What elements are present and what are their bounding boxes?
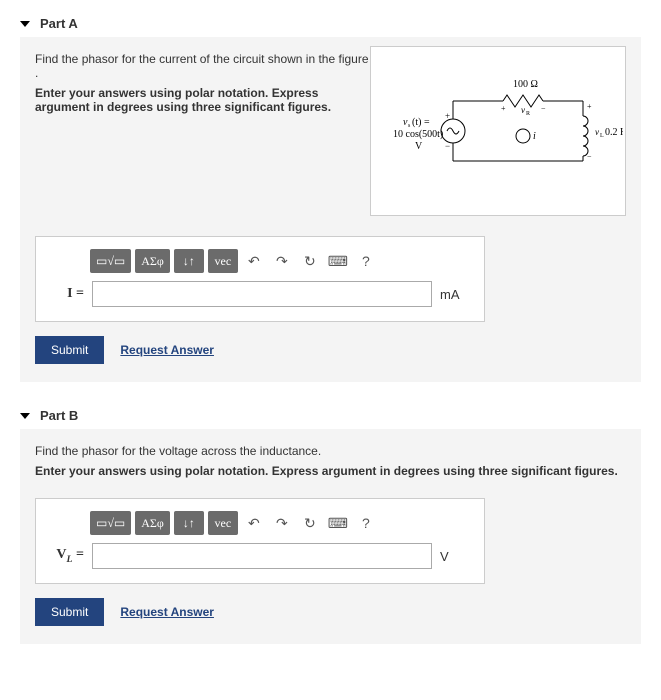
part-b-input[interactable] [92, 543, 432, 569]
vec-button[interactable]: vec [208, 511, 238, 535]
svg-text:L: L [600, 133, 604, 139]
help-icon[interactable]: ? [354, 511, 378, 535]
part-a-variable: I = [50, 286, 84, 302]
svg-text:−: − [541, 104, 546, 113]
part-a-unit: mA [440, 287, 470, 302]
part-b-answer-box: ▭√▭ ΑΣφ ↓↑ vec ↶ ↷ ↻ ⌨ ? VL = V [35, 498, 485, 584]
submit-button-b[interactable]: Submit [35, 598, 104, 626]
inductor-label: 0.2 H [605, 127, 623, 138]
svg-text:V: V [415, 141, 423, 152]
template-button[interactable]: ▭√▭ [90, 511, 131, 535]
svg-text:v: v [595, 127, 599, 137]
reset-icon[interactable]: ↻ [298, 511, 322, 535]
svg-text:v: v [521, 105, 525, 115]
keyboard-icon[interactable]: ⌨ [326, 511, 350, 535]
toolbar-a: ▭√▭ ΑΣφ ↓↑ vec ↶ ↷ ↻ ⌨ ? [90, 249, 470, 273]
svg-text:+: + [445, 111, 450, 121]
submit-button-a[interactable]: Submit [35, 336, 104, 364]
resistor-label: 100 Ω [513, 79, 538, 90]
part-b-title: Part B [40, 408, 78, 423]
svg-text:−: − [587, 152, 592, 161]
part-b-variable: VL = [50, 547, 84, 565]
part-a-header[interactable]: Part A [20, 10, 641, 37]
part-a-input[interactable] [92, 281, 432, 307]
greek-button[interactable]: ΑΣφ [135, 249, 170, 273]
part-a-instruction: Enter your answers using polar notation.… [35, 86, 335, 114]
svg-text:+: + [501, 104, 506, 113]
subsup-button[interactable]: ↓↑ [174, 511, 204, 535]
redo-icon[interactable]: ↷ [270, 249, 294, 273]
part-b-instruction: Enter your answers using polar notation.… [35, 464, 626, 478]
svg-text:i: i [533, 131, 536, 142]
redo-icon[interactable]: ↷ [270, 511, 294, 535]
keyboard-icon[interactable]: ⌨ [326, 249, 350, 273]
part-b-prompt: Find the phasor for the voltage across t… [35, 444, 626, 458]
svg-text:+: + [587, 102, 592, 111]
part-a-prompt: Find the phasor for the current of the c… [35, 52, 370, 80]
part-b-header[interactable]: Part B [20, 402, 641, 429]
subsup-button[interactable]: ↓↑ [174, 249, 204, 273]
svg-text:−: − [445, 141, 450, 151]
undo-icon[interactable]: ↶ [242, 511, 266, 535]
help-icon[interactable]: ? [354, 249, 378, 273]
part-b-unit: V [440, 549, 470, 564]
reset-icon[interactable]: ↻ [298, 249, 322, 273]
part-b-section: Find the phasor for the voltage across t… [20, 429, 641, 644]
caret-down-icon [20, 413, 30, 419]
vec-button[interactable]: vec [208, 249, 238, 273]
circuit-figure: + − i 100 Ω + v R − v L + − 0.2 H vs(t) … [370, 46, 626, 216]
toolbar-b: ▭√▭ ΑΣφ ↓↑ vec ↶ ↷ ↻ ⌨ ? [90, 511, 470, 535]
template-button[interactable]: ▭√▭ [90, 249, 131, 273]
svg-text:(t) =: (t) = [412, 117, 430, 128]
svg-text:10 cos(500t): 10 cos(500t) [393, 129, 443, 140]
part-a-title: Part A [40, 16, 78, 31]
part-a-answer-box: ▭√▭ ΑΣφ ↓↑ vec ↶ ↷ ↻ ⌨ ? I = mA [35, 236, 485, 322]
caret-down-icon [20, 21, 30, 27]
greek-button[interactable]: ΑΣφ [135, 511, 170, 535]
svg-text:R: R [526, 111, 530, 117]
request-answer-link-a[interactable]: Request Answer [120, 343, 214, 357]
request-answer-link-b[interactable]: Request Answer [120, 605, 214, 619]
undo-icon[interactable]: ↶ [242, 249, 266, 273]
part-a-section: Find the phasor for the current of the c… [20, 37, 641, 382]
